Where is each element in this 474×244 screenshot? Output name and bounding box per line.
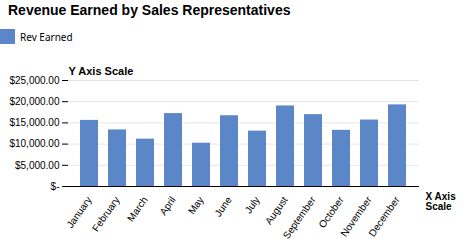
- svg-text:$5,000.00: $5,000.00: [15, 160, 60, 171]
- svg-text:X AxisScale: X AxisScale: [426, 191, 457, 212]
- svg-text:Y Axis Scale: Y Axis Scale: [69, 65, 134, 77]
- svg-text:$10,000.00: $10,000.00: [9, 138, 59, 149]
- svg-text:August: August: [263, 194, 290, 226]
- svg-text:January: January: [64, 194, 93, 229]
- svg-text:December: December: [366, 194, 402, 239]
- svg-text:July: July: [243, 194, 262, 215]
- html-text:Rev Earned: Rev Earned: [20, 29, 73, 44]
- html-text:Revenue Earned by Sales Repres: Revenue Earned by Sales Representatives: [8, 2, 291, 18]
- svg-text:November: November: [338, 194, 374, 239]
- svg-text:$15,000.00: $15,000.00: [9, 117, 59, 128]
- svg-text:September: September: [281, 194, 318, 241]
- svg-text:$-: $-: [51, 181, 60, 192]
- svg-text:March: March: [125, 194, 150, 223]
- svg-text:May: May: [186, 194, 206, 216]
- svg-text:June: June: [212, 194, 234, 218]
- svg-text:April: April: [157, 194, 177, 217]
- svg-text:$25,000.00: $25,000.00: [9, 75, 59, 86]
- svg-text:$20,000.00: $20,000.00: [9, 96, 59, 107]
- svg-text:October: October: [316, 194, 346, 230]
- svg-text:February: February: [90, 194, 122, 233]
